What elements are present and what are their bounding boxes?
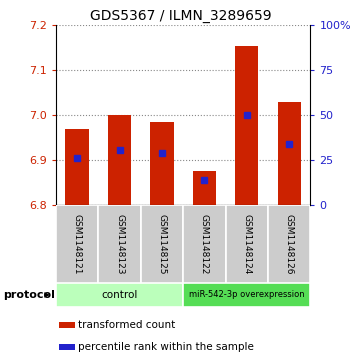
Text: GSM1148126: GSM1148126 (285, 214, 294, 274)
Text: GSM1148121: GSM1148121 (73, 214, 82, 274)
Bar (226, 205, 268, 283)
Text: percentile rank within the sample: percentile rank within the sample (78, 342, 254, 352)
Bar (235, 46, 258, 205)
Text: protocol: protocol (4, 290, 56, 300)
Bar (183, 283, 310, 307)
Text: miR-542-3p overexpression: miR-542-3p overexpression (189, 290, 305, 299)
Bar (150, 122, 174, 205)
Bar (56, 283, 183, 307)
Text: GSM1148124: GSM1148124 (242, 214, 251, 274)
Text: GSM1148122: GSM1148122 (200, 214, 209, 274)
Text: GSM1148123: GSM1148123 (115, 214, 124, 274)
Bar (56, 205, 98, 283)
Bar (98, 205, 141, 283)
Bar (108, 115, 131, 205)
Bar (193, 171, 216, 205)
Bar (65, 129, 89, 205)
Bar (58, 322, 75, 328)
Bar (58, 344, 75, 350)
Bar (183, 205, 226, 283)
Bar (268, 205, 310, 283)
Text: GDS5367 / ILMN_3289659: GDS5367 / ILMN_3289659 (90, 9, 271, 23)
Bar (141, 205, 183, 283)
Text: transformed count: transformed count (78, 320, 175, 330)
Text: control: control (101, 290, 138, 300)
Text: GSM1148125: GSM1148125 (157, 214, 166, 274)
Bar (278, 102, 301, 205)
